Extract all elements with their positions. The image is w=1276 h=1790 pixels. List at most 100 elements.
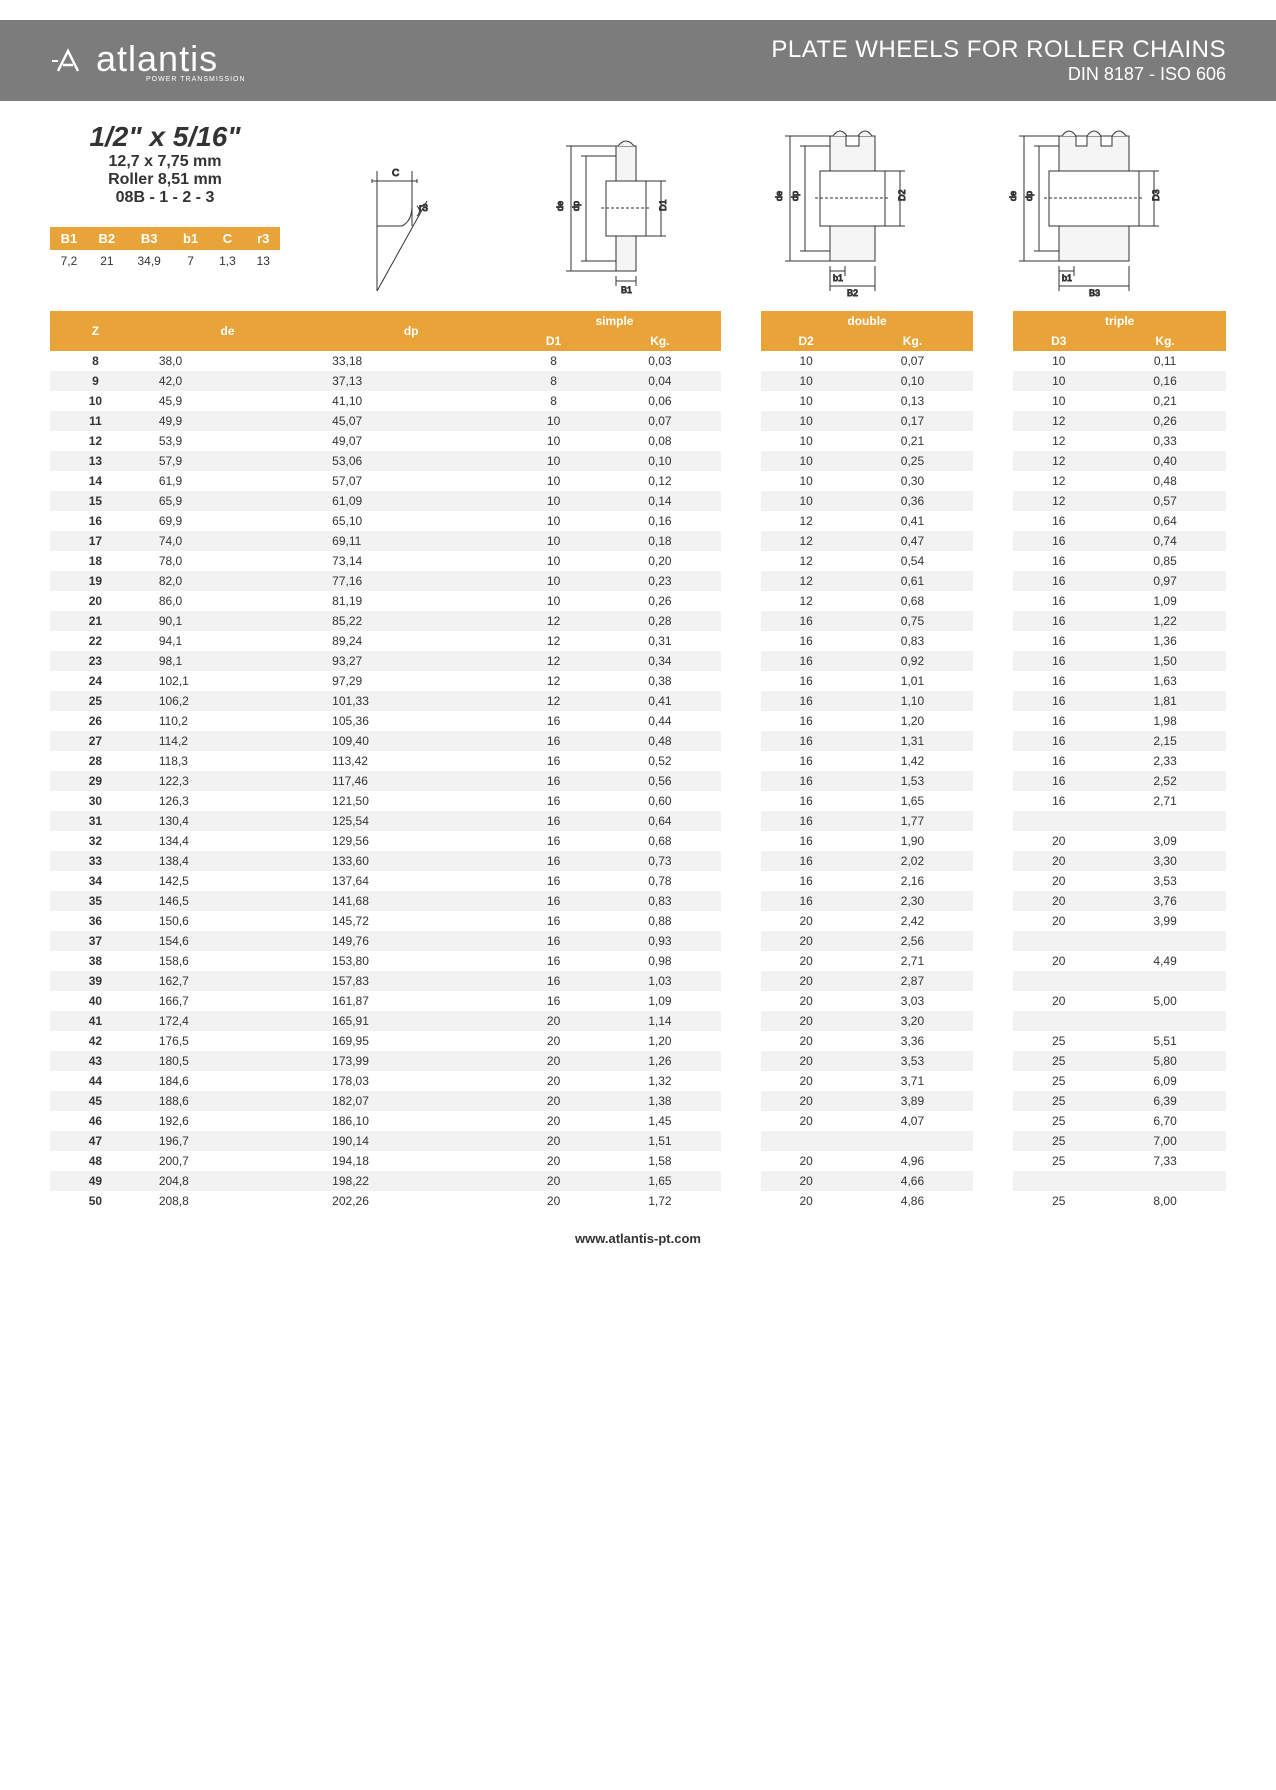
cell-d2: 10 [761,351,852,371]
cell-d1: 8 [508,351,599,371]
cell-gap [721,1051,761,1071]
cell-kg3: 5,51 [1104,1031,1226,1051]
cell-d2: 16 [761,771,852,791]
cell-kg3: 3,76 [1104,891,1226,911]
cell-gap [973,1171,1013,1191]
cell-d1: 20 [508,1191,599,1211]
cell-kg3: 6,70 [1104,1111,1226,1131]
diagram-tooth: C r3 [357,151,477,301]
table-row: 838,033,1880,03100,07100,11 [50,351,1226,371]
cell-d3: 16 [1013,731,1104,751]
cell-gap [721,371,761,391]
cell-gap [721,1031,761,1051]
table-row: 1878,073,14100,20120,54160,85 [50,551,1226,571]
cell-d2: 12 [761,571,852,591]
cell-z: 44 [50,1071,141,1091]
cell-de: 118,3 [141,751,314,771]
cell-d1: 16 [508,971,599,991]
spec-value: 21 [88,250,126,272]
cell-kg1: 0,56 [599,771,721,791]
cell-kg2: 4,07 [852,1111,974,1131]
cell-d2: 10 [761,491,852,511]
cell-gap [721,551,761,571]
cell-z: 14 [50,471,141,491]
cell-z: 46 [50,1111,141,1131]
cell-d2: 20 [761,1151,852,1171]
table-row: 1461,957,07100,12100,30120,48 [50,471,1226,491]
cell-z: 19 [50,571,141,591]
cell-d3: 16 [1013,751,1104,771]
svg-text:B1: B1 [621,285,632,295]
cell-gap [721,631,761,651]
table-row: 1357,953,06100,10100,25120,40 [50,451,1226,471]
cell-z: 39 [50,971,141,991]
cell-kg2: 2,87 [852,971,974,991]
cell-z: 17 [50,531,141,551]
cell-kg3: 1,50 [1104,651,1226,671]
cell-d3: 20 [1013,851,1104,871]
cell-gap [721,451,761,471]
svg-text:de: de [1009,191,1018,201]
cell-z: 16 [50,511,141,531]
cell-gap [721,911,761,931]
cell-d1: 20 [508,1071,599,1091]
cell-z: 22 [50,631,141,651]
cell-gap [721,651,761,671]
cell-z: 45 [50,1091,141,1111]
cell-kg3: 8,00 [1104,1191,1226,1211]
cell-d3: 25 [1013,1191,1104,1211]
cell-de: 138,4 [141,851,314,871]
cell-de: 180,5 [141,1051,314,1071]
cell-kg2: 0,36 [852,491,974,511]
cell-de: 208,8 [141,1191,314,1211]
cell-d3: 25 [1013,1031,1104,1051]
cell-gap [973,391,1013,411]
cell-de: 38,0 [141,351,314,371]
cell-kg3: 6,09 [1104,1071,1226,1091]
logo-text: atlantis [96,38,246,80]
cell-kg3: 6,39 [1104,1091,1226,1111]
table-row: 48200,7194,18201,58204,96257,33 [50,1151,1226,1171]
table-row: 39162,7157,83161,03202,87 [50,971,1226,991]
cell-kg3: 0,97 [1104,571,1226,591]
cell-dp: 149,76 [314,931,508,951]
cell-kg2: 0,68 [852,591,974,611]
logo: atlantis POWER TRANSMISSION [50,38,246,83]
cell-d2: 10 [761,371,852,391]
cell-de: 78,0 [141,551,314,571]
svg-text:B3: B3 [1089,288,1100,298]
cell-kg1: 0,52 [599,751,721,771]
cell-kg3: 1,81 [1104,691,1226,711]
logo-subtitle: POWER TRANSMISSION [146,76,246,83]
spec-value: 34,9 [126,250,173,272]
spec-value: 13 [246,250,280,272]
cell-kg2: 4,86 [852,1191,974,1211]
spec-value: 7,2 [50,250,88,272]
cell-gap [721,971,761,991]
cell-gap [973,591,1013,611]
spec-table: B1B2B3b1Cr3 7,22134,971,313 [50,227,280,272]
cell-d2: 20 [761,1011,852,1031]
cell-kg1: 0,16 [599,511,721,531]
cell-gap [973,1051,1013,1071]
cell-d2 [761,1131,852,1151]
cell-kg2: 1,77 [852,811,974,831]
table-row: 26110,2105,36160,44161,20161,98 [50,711,1226,731]
cell-d1: 16 [508,871,599,891]
cell-d3: 16 [1013,611,1104,631]
cell-kg3: 2,15 [1104,731,1226,751]
cell-d3: 25 [1013,1091,1104,1111]
cell-d3: 16 [1013,551,1104,571]
cell-d3: 12 [1013,451,1104,471]
cell-z: 27 [50,731,141,751]
cell-de: 134,4 [141,831,314,851]
cell-d2: 12 [761,531,852,551]
table-row: 1565,961,09100,14100,36120,57 [50,491,1226,511]
table-row: 1253,949,07100,08100,21120,33 [50,431,1226,451]
cell-d1: 10 [508,511,599,531]
cell-kg1: 0,93 [599,931,721,951]
svg-text:dp: dp [571,201,581,211]
cell-gap [973,1111,1013,1131]
cell-d2: 20 [761,1171,852,1191]
cell-d3: 16 [1013,531,1104,551]
